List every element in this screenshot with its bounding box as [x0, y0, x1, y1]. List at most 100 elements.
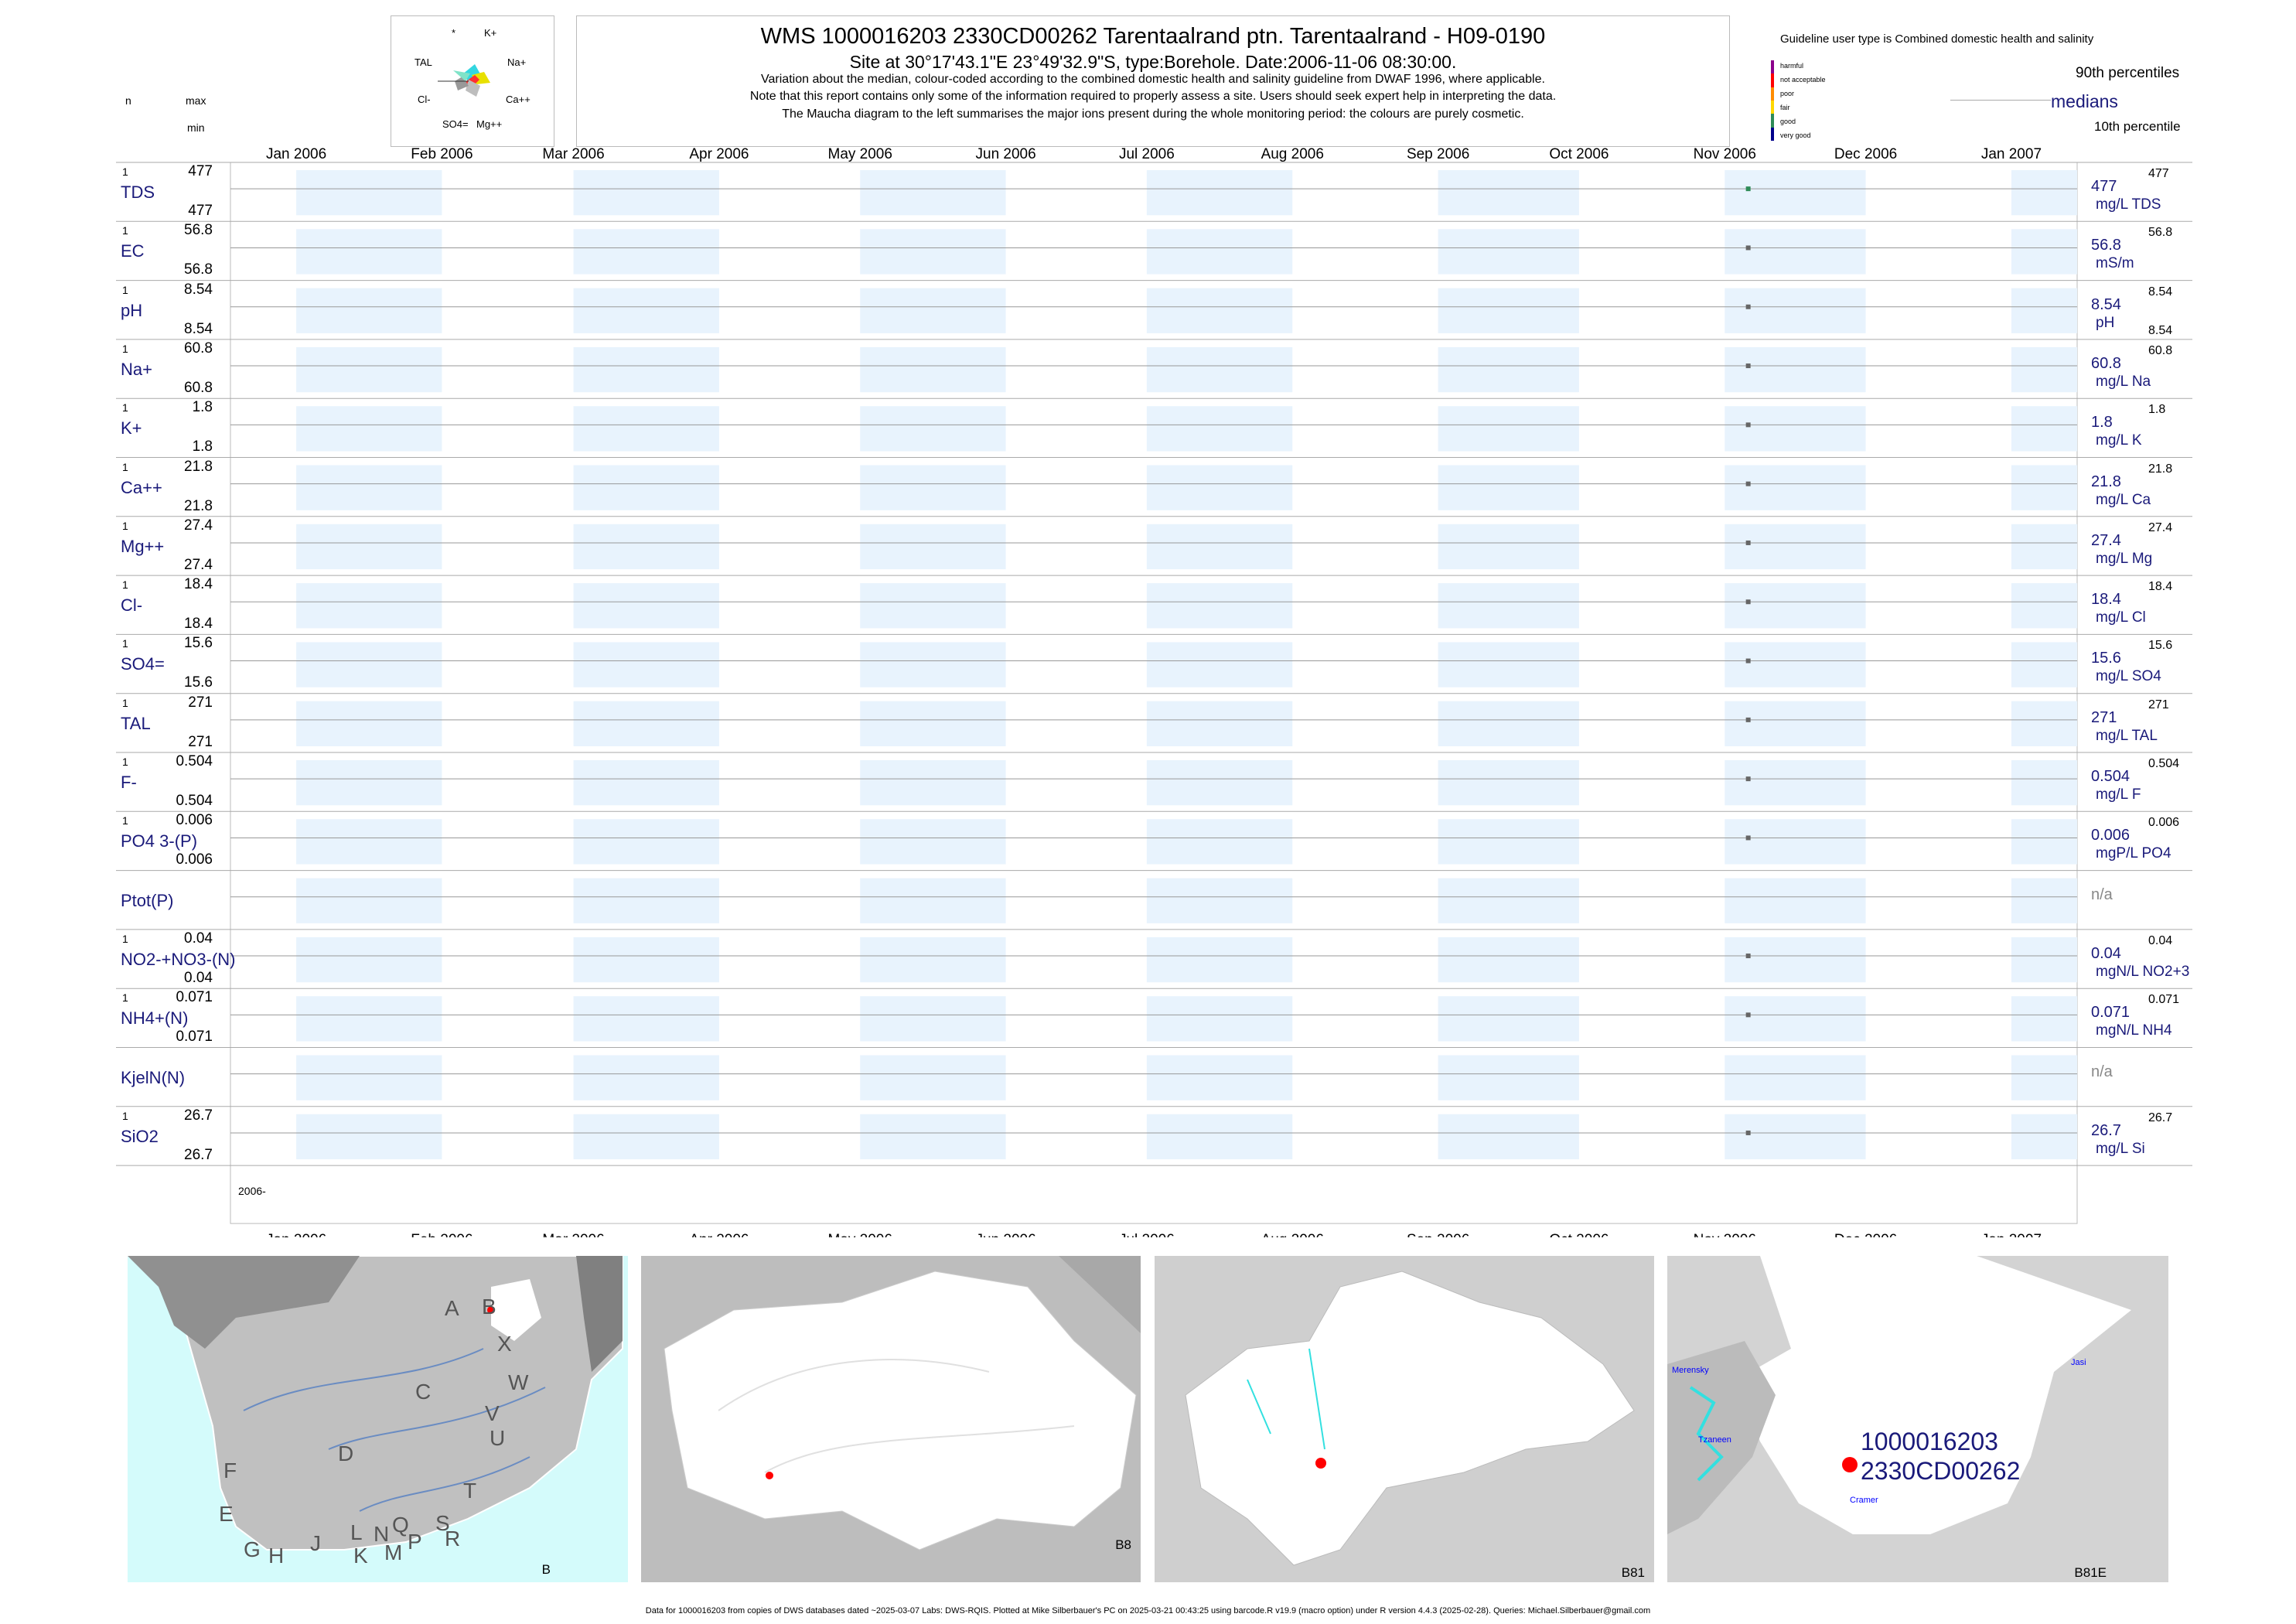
unit-label: mgN/L NO2+3 [2096, 963, 2190, 980]
parameter-label: EC [121, 241, 145, 261]
month-band [860, 996, 1006, 1042]
month-band [2011, 996, 2077, 1042]
month-band [2011, 1055, 2077, 1100]
x-tick-label-top: Mar 2006 [542, 146, 604, 162]
maucha-glyph [438, 64, 490, 97]
month-band [573, 819, 719, 865]
month-band [860, 642, 1006, 687]
p90-value: 15.6 [2148, 639, 2173, 653]
x-tick-label-bottom: Jan 2007 [1981, 1232, 2042, 1237]
month-band [573, 1114, 719, 1160]
site-id-1: 1000016203 [1861, 1428, 1998, 1455]
median-value: 15.6 [2091, 650, 2121, 667]
month-band [573, 465, 719, 510]
map-region-letter: M [384, 1540, 403, 1564]
maucha-diagram: * K+ Na+ Ca++ Mg++ SO4= Cl- TAL [391, 15, 554, 147]
parameter-label: TDS [121, 183, 155, 202]
data-point [1745, 422, 1751, 428]
x-tick-label-top: May 2006 [828, 146, 892, 162]
month-band [1146, 878, 1293, 923]
month-band [1146, 937, 1293, 983]
map-region-letter: S [435, 1511, 450, 1535]
row-max: 27.4 [184, 517, 213, 534]
month-band [1725, 1114, 1866, 1160]
x-tick-label-bottom: Feb 2006 [411, 1232, 473, 1237]
month-band [2011, 878, 2077, 923]
row-max: 60.8 [184, 339, 213, 357]
month-band [573, 878, 719, 923]
median-value: n/a [2091, 885, 2113, 903]
row-max: 21.8 [184, 458, 213, 475]
map-region-letter: U [490, 1426, 506, 1450]
unit-label: pH [2096, 314, 2115, 331]
guideline-color-swatch [1771, 127, 1774, 141]
town-cramer: Cramer [1850, 1496, 1878, 1505]
month-band [1146, 996, 1293, 1042]
median-value: n/a [2091, 1063, 2113, 1080]
unit-label: mg/L Si [2096, 1140, 2145, 1157]
month-band [296, 996, 442, 1042]
month-band [1438, 760, 1579, 806]
maucha-label-mg: Mg++ [476, 118, 503, 130]
unit-label: mg/L SO4 [2096, 668, 2161, 685]
maucha-label-k: K+ [484, 27, 497, 39]
p90-value: 477 [2148, 167, 2169, 180]
month-band [573, 288, 719, 333]
parameter-label: pH [121, 300, 143, 320]
guideline-color-swatch [1771, 60, 1774, 74]
sample-count: 1 [122, 637, 128, 650]
guideline-label: poor [1780, 90, 1795, 97]
guideline-color-swatch [1771, 87, 1774, 101]
map-b8-shape [641, 1256, 1141, 1551]
x-tick-label-bottom: Jul 2006 [1119, 1232, 1175, 1237]
month-band [296, 346, 442, 393]
sample-count: 1 [122, 401, 128, 415]
map-region-letter: T [463, 1479, 477, 1503]
x-tick-label-bottom: May 2006 [828, 1232, 892, 1237]
month-band [296, 288, 442, 333]
median-value: 271 [2091, 708, 2117, 726]
month-band [1438, 937, 1579, 983]
unit-label: mg/L TAL [2096, 727, 2158, 744]
p90-value: 271 [2148, 698, 2169, 711]
row-min: 0.071 [176, 1029, 213, 1046]
sample-count: 1 [122, 165, 128, 178]
unit-label: mg/L K [2096, 432, 2142, 449]
month-band [2011, 406, 2077, 452]
unit-label: mg/L Ca [2096, 491, 2151, 508]
legend-medians: medians [2051, 91, 2118, 111]
maucha-label-cl: Cl- [418, 94, 431, 105]
title-box: WMS 1000016203 2330CD00262 Tarentaalrand… [576, 15, 1730, 147]
map-b81e-shape [1667, 1256, 2131, 1534]
month-band [1438, 406, 1579, 452]
p90-value: 0.04 [2148, 933, 2173, 947]
map-region-letter: D [338, 1441, 354, 1465]
row-min: 60.8 [184, 379, 213, 396]
map1-corner: B [541, 1562, 551, 1577]
sample-count: 1 [122, 932, 128, 945]
month-band [296, 1055, 442, 1100]
month-band [1146, 524, 1293, 570]
month-band [2011, 465, 2077, 510]
legend-10th: 10th percentile [2094, 119, 2181, 134]
month-band [1438, 642, 1579, 687]
month-band [1725, 937, 1866, 983]
median-value: 18.4 [2091, 591, 2121, 609]
row-min: 8.54 [184, 320, 213, 337]
legend-90th: 90th percentiles [2076, 65, 2180, 81]
map-region-letter: P [408, 1530, 422, 1554]
month-band [860, 524, 1006, 570]
note-1: Variation about the median, colour-coded… [761, 73, 1545, 86]
x-tick-label-bottom: Nov 2006 [1694, 1232, 1756, 1237]
month-band [860, 760, 1006, 806]
maucha-label-star: * [452, 27, 456, 39]
month-band [1725, 346, 1866, 393]
data-point [1745, 1012, 1751, 1018]
parameter-label: Ca++ [121, 477, 162, 497]
p90-value: 18.4 [2148, 580, 2173, 594]
header-n: n [125, 94, 131, 107]
guideline-label: fair [1780, 104, 1790, 111]
town-tzaneen: Tzaneen [1698, 1435, 1731, 1445]
p90-value: 26.7 [2148, 1111, 2173, 1124]
sample-count: 1 [122, 283, 128, 296]
